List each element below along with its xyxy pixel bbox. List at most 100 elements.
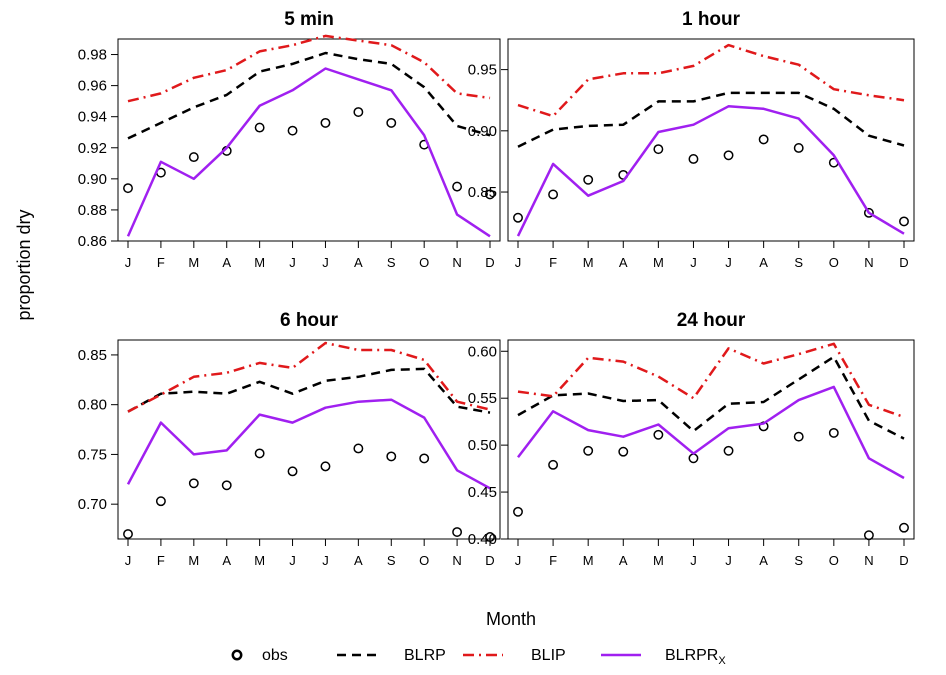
y-tick-label: 0.60: [468, 343, 497, 360]
legend-symbol: [231, 649, 243, 661]
legend-item-obs: obs: [231, 647, 288, 664]
chart-panels: 5 min 0.86 0.88 0.90 0.92 0.94 0.96 0.98 J F M A M J J…: [78, 9, 915, 568]
obs-point: [653, 144, 664, 155]
series-obs: [123, 107, 495, 200]
y-tick-label: 0.70: [78, 496, 107, 513]
x-tick-label: A: [619, 255, 628, 270]
x-tick-label: N: [864, 255, 873, 270]
x-axis-title: Month: [486, 609, 536, 629]
y-tick-label: 0.90: [78, 171, 107, 188]
x-tick-label: O: [419, 255, 429, 270]
y-tick-label: 0.40: [468, 531, 497, 548]
obs-point: [828, 427, 839, 438]
series-obs: [123, 443, 495, 542]
x-tick-label: M: [653, 553, 664, 568]
y-tick-label: 0.75: [78, 446, 107, 463]
series-line-blrprx: [516, 105, 905, 237]
panel-3: 6 hour 0.70 0.75 0.80 0.85 J F M A M J J A S O N D: [78, 310, 501, 568]
obs-point: [899, 522, 909, 533]
obs-point: [548, 189, 559, 200]
obs-point: [583, 174, 594, 185]
x-tick-label: J: [125, 553, 132, 568]
plot-frame: [117, 38, 501, 242]
x-tick-label: J: [690, 255, 697, 270]
obs-point: [899, 216, 909, 227]
legend-item-blrp: BLRP: [337, 647, 446, 664]
x-tick-label: A: [759, 255, 768, 270]
series-line-blrp: [127, 367, 491, 414]
legend: obs BLRP BLIP BLRPRX: [231, 647, 726, 667]
obs-point: [653, 429, 664, 440]
legend-label: obs: [262, 647, 288, 664]
obs-point: [452, 181, 463, 192]
x-tick-label: A: [354, 553, 363, 568]
x-tick-label: A: [354, 255, 363, 270]
y-tick-label: 0.95: [468, 62, 497, 79]
obs-point: [583, 445, 594, 456]
x-tick-label: F: [157, 255, 165, 270]
plot-frame: [507, 339, 915, 540]
obs-point: [863, 530, 874, 541]
x-tick-label: D: [899, 553, 908, 568]
y-tick-label: 0.96: [78, 78, 107, 95]
x-tick-label: J: [725, 255, 732, 270]
obs-point: [254, 122, 265, 133]
obs-point: [513, 212, 523, 223]
plot-frame: [507, 38, 915, 242]
x-tick-label: O: [419, 553, 429, 568]
series-line-blrprx: [126, 398, 491, 490]
obs-point: [548, 459, 559, 470]
obs-point: [386, 117, 397, 128]
x-tick-label: S: [794, 255, 803, 270]
panel-2: 1 hour 0.85 0.90 0.95 J F M A M J J A S O N D: [468, 9, 915, 270]
series-obs: [513, 421, 909, 541]
panel-title: 1 hour: [682, 9, 741, 30]
x-tick-label: A: [619, 553, 628, 568]
y-tick-label: 0.92: [78, 140, 107, 157]
obs-point: [513, 506, 523, 517]
x-tick-label: J: [322, 255, 329, 270]
panel-1: 5 min 0.86 0.88 0.90 0.92 0.94 0.96 0.98 J F M A M J J…: [78, 9, 501, 270]
obs-point: [386, 451, 397, 462]
x-tick-label: F: [549, 553, 557, 568]
obs-point: [485, 189, 495, 200]
legend-label: BLRPRX: [665, 647, 726, 667]
obs-point: [758, 134, 769, 145]
y-tick-label: 0.55: [468, 390, 497, 407]
x-tick-label: N: [452, 553, 461, 568]
obs-point: [452, 527, 463, 537]
x-tick-label: J: [690, 553, 697, 568]
y-tick-label: 0.45: [468, 484, 497, 501]
obs-point: [419, 453, 430, 464]
obs-point: [155, 496, 166, 507]
x-tick-label: M: [254, 553, 265, 568]
obs-point: [723, 150, 734, 161]
obs-point: [793, 431, 804, 442]
obs-point: [485, 532, 495, 542]
x-tick-label: F: [157, 553, 165, 568]
obs-point: [688, 453, 699, 464]
x-tick-label: O: [829, 553, 839, 568]
y-tick-label: 0.85: [78, 347, 107, 364]
x-tick-label: S: [794, 553, 803, 568]
x-tick-label: J: [289, 255, 296, 270]
x-tick-label: S: [387, 553, 396, 568]
obs-point: [221, 480, 232, 491]
obs-point: [618, 446, 629, 457]
y-tick-label: 0.88: [78, 202, 107, 219]
obs-point: [723, 445, 734, 456]
y-tick-label: 0.86: [78, 233, 107, 250]
obs-point: [793, 143, 804, 153]
obs-point: [863, 207, 874, 218]
x-tick-label: M: [254, 255, 265, 270]
x-tick-label: D: [899, 255, 908, 270]
x-tick-label: M: [583, 553, 594, 568]
x-tick-label: M: [653, 255, 664, 270]
obs-point: [320, 117, 331, 128]
y-tick-label: 0.80: [78, 397, 107, 414]
series-line-blrprx: [126, 67, 491, 238]
x-tick-label: M: [583, 255, 594, 270]
x-tick-label: O: [829, 255, 839, 270]
obs-point: [188, 478, 199, 489]
panel-4: 24 hour 0.40 0.45 0.50 0.55 0.60 J F M A M J J A S O N D: [468, 310, 915, 568]
